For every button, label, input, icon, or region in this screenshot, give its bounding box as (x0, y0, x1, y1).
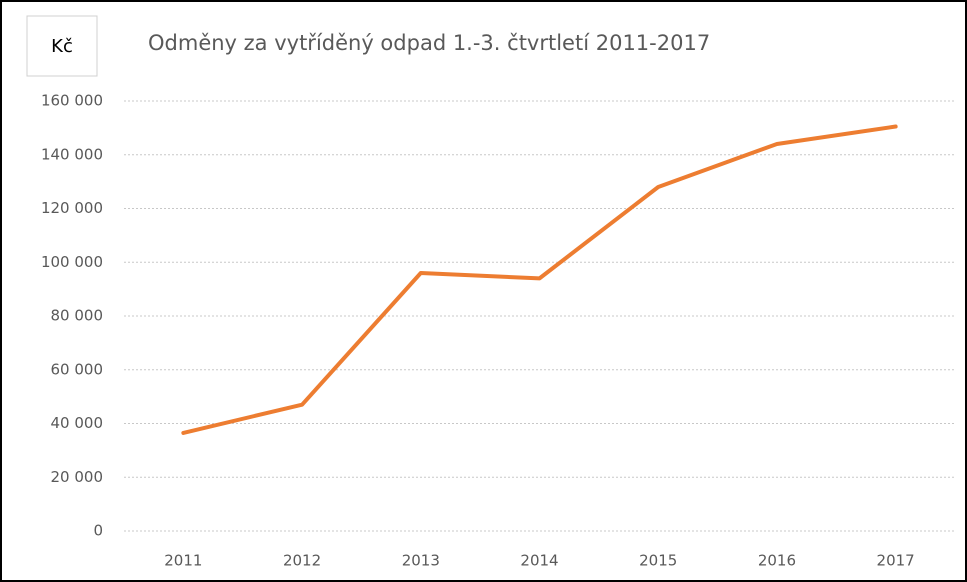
y-tick-label: 80 000 (51, 307, 104, 325)
y-tick-label: 60 000 (51, 360, 104, 378)
y-label-box (26, 15, 98, 77)
data-line (181, 124, 898, 435)
y-tick-label: 120 000 (41, 199, 103, 217)
y-tick-label: 20 000 (51, 468, 104, 486)
x-tick-label: 2013 (402, 552, 440, 570)
x-tick-label: 2011 (164, 552, 202, 570)
x-tick-label: 2014 (520, 552, 558, 570)
chart-title: Odměny za vytříděný odpad 1.-3. čtvrtlet… (148, 31, 710, 55)
x-tick-label: 2016 (758, 552, 796, 570)
x-tick-label: 2012 (283, 552, 321, 570)
y-tick-label: 40 000 (51, 414, 104, 432)
x-tick-label: 2017 (877, 552, 915, 570)
y-tick-label: 0 (93, 522, 103, 540)
y-tick-label: 140 000 (41, 145, 103, 163)
y-tick-label: 100 000 (41, 253, 103, 271)
y-axis-label: Kč (51, 36, 73, 57)
x-tick-label: 2015 (639, 552, 677, 570)
y-tick-label: 160 000 (41, 92, 103, 110)
